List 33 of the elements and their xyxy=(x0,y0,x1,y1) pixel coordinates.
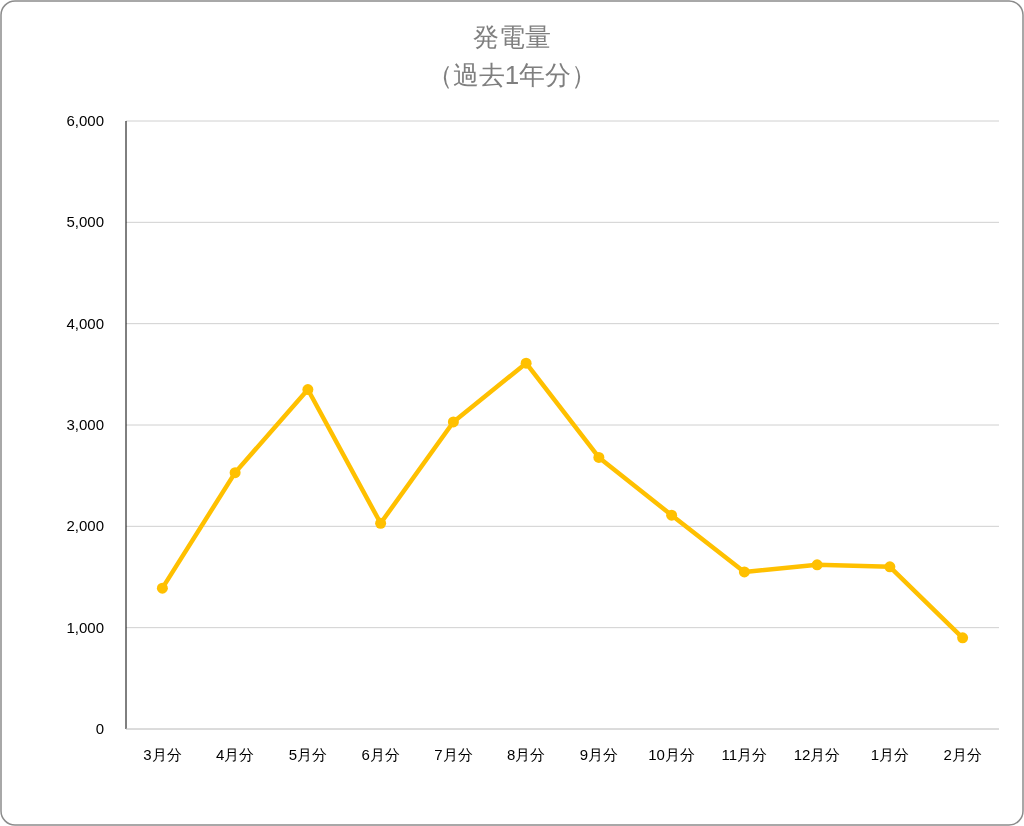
x-tick-label: 9月分 xyxy=(579,746,619,763)
y-tick-label: 3,000 xyxy=(66,416,104,433)
x-tick-label: 4月分 xyxy=(215,746,255,763)
point xyxy=(593,451,605,463)
y-tick-label: 6,000 xyxy=(66,112,104,129)
x-tick-label: 11月分 xyxy=(721,746,768,763)
point xyxy=(447,416,459,428)
y-tick-label: 2,000 xyxy=(66,517,104,535)
point xyxy=(884,561,896,573)
y-tick-label: 1,000 xyxy=(66,618,104,636)
x-tick-label: 6月分 xyxy=(361,746,400,763)
point xyxy=(229,467,241,479)
point xyxy=(957,632,969,644)
x-tick-label: 7月分 xyxy=(434,746,473,763)
point xyxy=(375,517,387,529)
chart-title: 発電量 xyxy=(473,22,551,52)
x-tick-label: 10月分 xyxy=(648,746,695,763)
x-tick-label: 5月分 xyxy=(288,746,328,763)
x-tick-label: 8月分 xyxy=(506,746,546,763)
x-tick-label: 3月分 xyxy=(143,746,182,763)
y-tick-label: 5,000 xyxy=(66,213,104,231)
chart-subtitle: （過去1年分） xyxy=(426,60,598,90)
point xyxy=(520,357,532,369)
point xyxy=(156,582,168,594)
point xyxy=(811,559,823,571)
y-tick-label: 4,000 xyxy=(66,314,104,332)
x-tick-label: 12月分 xyxy=(793,746,841,763)
y-tick-label: 0 xyxy=(95,720,104,737)
point xyxy=(666,509,678,521)
x-tick-label: 2月分 xyxy=(943,746,982,763)
point xyxy=(302,384,314,396)
point xyxy=(738,566,750,578)
x-tick-label: 1月分 xyxy=(870,746,910,763)
